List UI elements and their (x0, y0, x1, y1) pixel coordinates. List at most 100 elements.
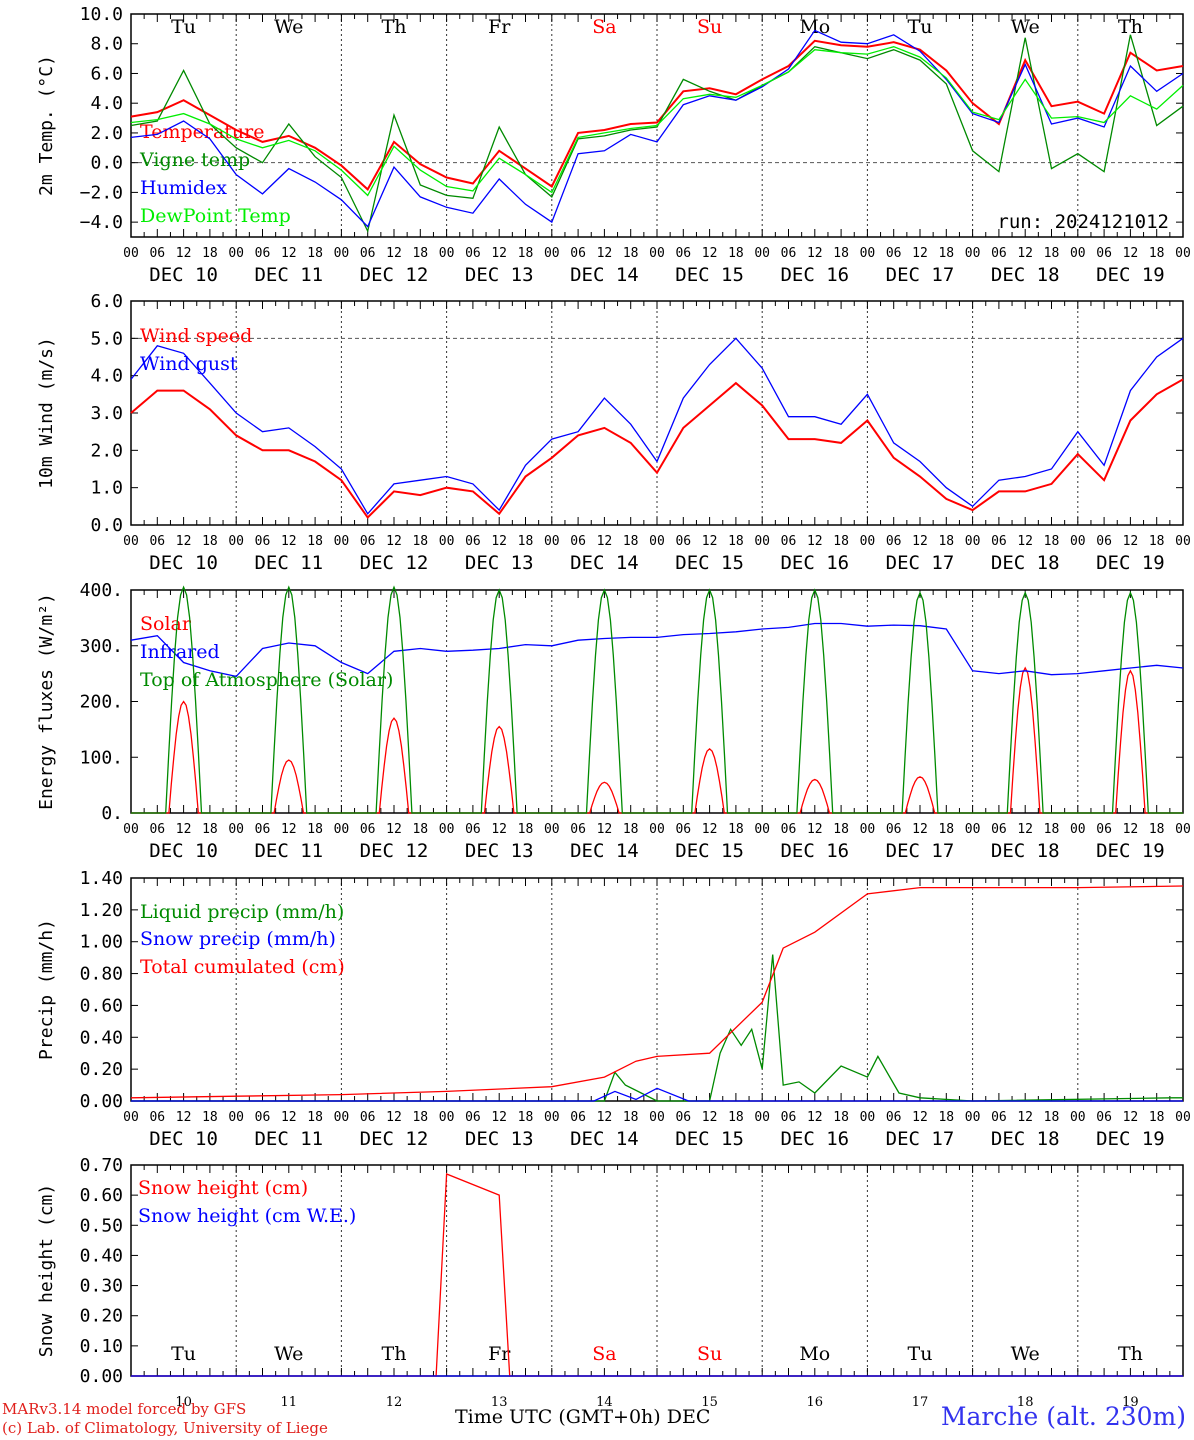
hour-tick-label: 00 (228, 246, 244, 261)
weekday-label: Su (697, 16, 722, 38)
hour-tick-label: 12 (702, 534, 718, 549)
hour-tick-label: 18 (1044, 822, 1060, 837)
hour-tick-label: 06 (991, 534, 1007, 549)
hour-tick-label: 00 (123, 246, 139, 261)
date-label: DEC 13 (465, 1128, 534, 1150)
hour-tick-label: 06 (886, 1110, 902, 1125)
y-tick-label: 0.30 (80, 1276, 123, 1297)
y-axis-label: Snow height (cm) (36, 1184, 57, 1357)
weekday-label: Su (697, 1343, 722, 1365)
hour-tick-label: 12 (702, 246, 718, 261)
hour-tick-label: 12 (597, 822, 613, 837)
model-credit: MARv3.14 model forced by GFS (c) Lab. of… (2, 1400, 328, 1438)
hour-tick-label: 12 (1123, 822, 1139, 837)
hour-tick-label: 06 (1096, 534, 1112, 549)
day-number-label: 12 (386, 1395, 403, 1410)
date-label: DEC 15 (675, 552, 744, 574)
lab-line: (c) Lab. of Climatology, University of L… (2, 1419, 328, 1437)
hour-tick-label: 06 (675, 246, 691, 261)
y-tick-label: 0.00 (80, 1366, 123, 1387)
hour-tick-label: 18 (728, 534, 744, 549)
y-tick-label: 10.0 (80, 4, 123, 25)
hour-tick-label: 12 (702, 822, 718, 837)
hour-tick-label: 06 (1096, 246, 1112, 261)
date-label: DEC 17 (886, 552, 955, 574)
date-label: DEC 13 (465, 264, 534, 286)
weekday-label: Tu (171, 16, 196, 38)
y-tick-label: 5.0 (90, 328, 123, 349)
hour-tick-label: 06 (781, 1110, 797, 1125)
hour-tick-label: 00 (1175, 246, 1191, 261)
hour-tick-label: 18 (202, 1110, 218, 1125)
hour-tick-label: 18 (623, 822, 639, 837)
hour-tick-label: 18 (728, 822, 744, 837)
day-number-label: 10 (175, 1395, 192, 1410)
date-label: DEC 12 (360, 840, 429, 862)
hour-tick-label: 00 (649, 822, 665, 837)
hour-tick-label: 00 (649, 534, 665, 549)
y-tick-label: 0.10 (80, 1336, 123, 1357)
legend-entry: Top of Atmosphere (Solar) (140, 669, 393, 691)
hour-tick-label: 00 (439, 1110, 455, 1125)
hour-tick-label: 18 (412, 246, 428, 261)
legend-entry: Humidex (140, 177, 227, 199)
hour-tick-label: 18 (1044, 534, 1060, 549)
hour-tick-label: 06 (570, 822, 586, 837)
legend-entry: Snow height (cm) (138, 1177, 308, 1199)
weekday-label: Th (1118, 1343, 1143, 1365)
hour-tick-label: 06 (1096, 822, 1112, 837)
hour-tick-label: 00 (334, 1110, 350, 1125)
legend-entry: Snow precip (mm/h) (140, 928, 336, 950)
weekday-label: Sa (592, 16, 616, 38)
y-tick-label: 4.0 (90, 93, 123, 114)
hour-tick-label: 18 (307, 1110, 323, 1125)
hour-tick-label: 12 (281, 246, 297, 261)
hour-tick-label: 18 (518, 534, 534, 549)
hour-tick-label: 18 (938, 534, 954, 549)
y-tick-label: 0.0 (90, 515, 123, 536)
hour-tick-label: 18 (202, 246, 218, 261)
date-label: DEC 17 (886, 840, 955, 862)
hour-tick-label: 12 (491, 1110, 507, 1125)
hour-tick-label: 12 (807, 246, 823, 261)
y-tick-label: 0. (101, 803, 123, 824)
y-axis-label: Precip (mm/h) (36, 919, 57, 1060)
date-label: DEC 19 (1096, 552, 1165, 574)
hour-tick-label: 00 (228, 534, 244, 549)
hour-tick-label: 06 (465, 1110, 481, 1125)
date-label: DEC 16 (780, 264, 849, 286)
y-tick-label: 1.00 (80, 932, 123, 953)
hour-tick-label: 06 (886, 246, 902, 261)
hour-tick-label: 00 (334, 534, 350, 549)
y-tick-label: 0.20 (80, 1306, 123, 1327)
weekday-label: Th (382, 1343, 407, 1365)
series-line (130, 622, 1184, 678)
hour-tick-label: 00 (544, 534, 560, 549)
hour-tick-label: 06 (886, 822, 902, 837)
hour-tick-label: 12 (1017, 534, 1033, 549)
hour-tick-label: 12 (491, 246, 507, 261)
hour-tick-label: 06 (570, 534, 586, 549)
hour-tick-label: 12 (386, 822, 402, 837)
station-label: Marche (alt. 230m) (940, 1402, 1186, 1431)
weekday-label: We (1011, 16, 1040, 38)
y-tick-label: 1.0 (90, 478, 123, 499)
y-tick-label: 0.70 (80, 1155, 123, 1176)
hour-tick-label: 00 (860, 246, 876, 261)
legend-entry: Infrared (140, 641, 220, 663)
panel-1: 10.0 8.0 6.0 4.0 2.0 0.0 −2.0 −4.0 2m Temp. (°C)… (36, 4, 1191, 286)
y-axis-label: 2m Temp. (°C) (36, 55, 57, 196)
series-line (130, 885, 1184, 1099)
date-label: DEC 14 (570, 552, 639, 574)
hour-tick-label: 12 (386, 246, 402, 261)
y-tick-label: 2.0 (90, 440, 123, 461)
hour-tick-label: 00 (1070, 246, 1086, 261)
hour-tick-label: 12 (281, 822, 297, 837)
date-label: DEC 12 (360, 264, 429, 286)
hour-tick-label: 18 (1044, 1110, 1060, 1125)
hour-tick-label: 00 (334, 822, 350, 837)
hour-tick-label: 00 (754, 822, 770, 837)
hour-tick-label: 00 (754, 246, 770, 261)
legend-entry: Solar (140, 613, 192, 635)
hour-tick-label: 12 (281, 1110, 297, 1125)
